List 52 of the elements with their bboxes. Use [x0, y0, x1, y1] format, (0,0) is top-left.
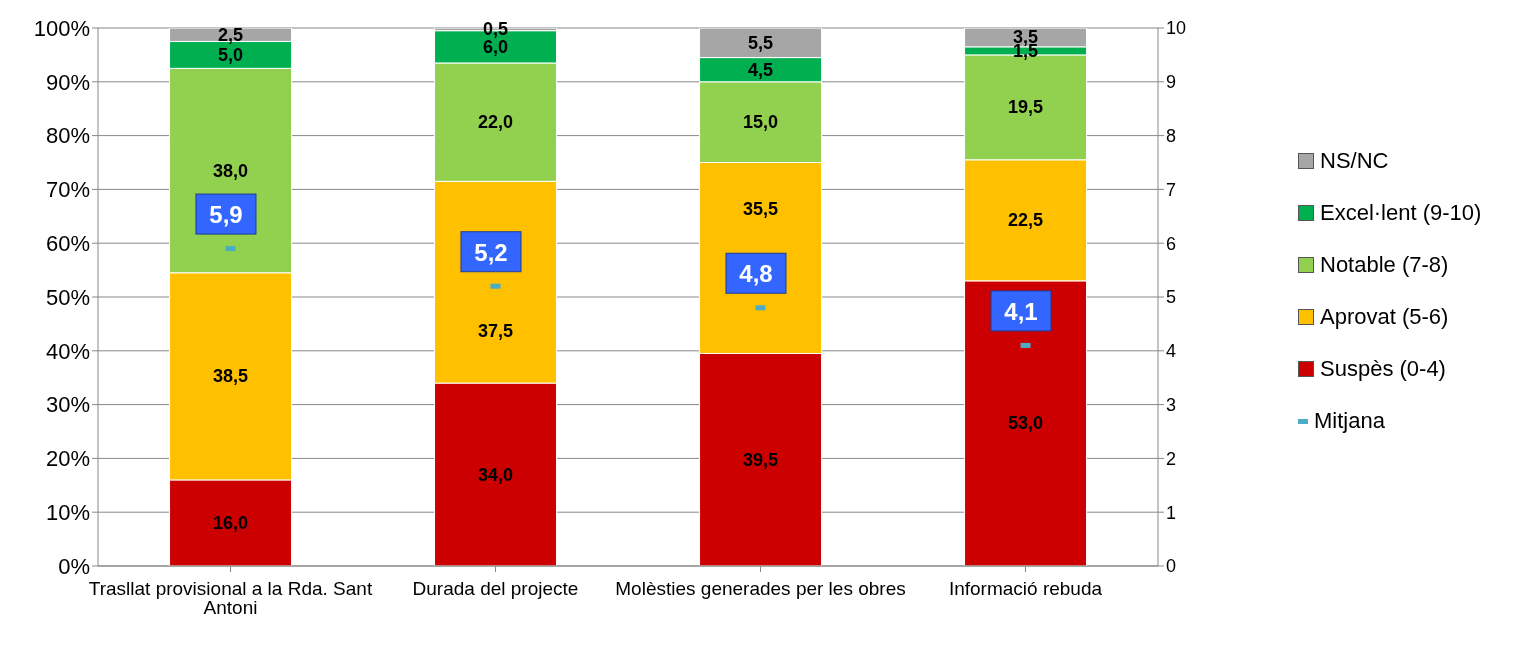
y2-tick-label: 0: [1166, 556, 1177, 577]
data-label: 4,1: [1004, 297, 1038, 325]
y2-tick-label: 6: [1166, 233, 1177, 254]
y2-tick-label: 10: [1166, 18, 1187, 39]
y2-tick-label: 1: [1166, 502, 1177, 523]
data-label: 5,2: [474, 238, 508, 266]
data-label: 16,0: [213, 512, 249, 533]
data-label: 5,9: [209, 201, 243, 229]
data-label: 22,0: [478, 112, 514, 133]
data-label: 15,0: [743, 112, 779, 133]
data-label: 4,5: [748, 59, 774, 80]
x-tick-label: Trasllat provisional a la Rda. Sant Antoni: [88, 578, 373, 619]
data-label: 19,5: [1008, 97, 1044, 118]
y2-tick-label: 3: [1166, 394, 1177, 415]
data-label: 38,5: [213, 366, 249, 387]
legend-label: Excel·lent (9-10): [1320, 200, 1482, 226]
legend-label: Suspès (0-4): [1320, 356, 1446, 382]
x-tick-label: Informació rebuda: [948, 578, 1103, 600]
y-tick-label: 40%: [45, 338, 90, 364]
data-label: 37,5: [478, 320, 514, 341]
y-tick-label: 0%: [58, 553, 90, 579]
y-tick-label: 60%: [45, 231, 90, 257]
data-label: 34,0: [478, 464, 514, 485]
y2-tick-label: 4: [1166, 341, 1177, 362]
y-tick-label: 80%: [45, 123, 90, 149]
y-tick-label: 90%: [45, 69, 90, 95]
data-label: 5,0: [218, 44, 244, 65]
y-tick-label: 20%: [45, 446, 90, 472]
data-label: 2,5: [218, 24, 244, 45]
data-label: 5,5: [748, 32, 774, 53]
data-label: 39,5: [743, 449, 779, 470]
data-label: 22,5: [1008, 210, 1044, 231]
y2-tick-label: 5: [1166, 287, 1177, 308]
y2-tick-label: 7: [1166, 179, 1177, 200]
legend-label: Aprovat (5-6): [1320, 304, 1449, 330]
y2-tick-label: 9: [1166, 72, 1177, 93]
y2-tick-label: 2: [1166, 448, 1177, 469]
y2-tick-label: 8: [1166, 125, 1177, 146]
data-label: 38,0: [213, 160, 249, 181]
legend-label: Notable (7-8): [1320, 252, 1449, 278]
data-label: 53,0: [1008, 413, 1044, 434]
x-tick-label: Durada del projecte: [412, 578, 579, 600]
y-tick-label: 70%: [45, 177, 90, 203]
legend-label: Mitjana: [1314, 408, 1385, 434]
y-tick-label: 100%: [33, 15, 90, 41]
data-label: 35,5: [743, 199, 779, 220]
y-tick-label: 30%: [45, 392, 90, 418]
data-label: 4,8: [739, 260, 773, 288]
legend-label: NS/NC: [1320, 148, 1389, 174]
y-tick-label: 10%: [45, 500, 90, 526]
x-tick-label: Molèsties generades per les obres: [615, 578, 906, 600]
y-tick-label: 50%: [45, 284, 90, 310]
